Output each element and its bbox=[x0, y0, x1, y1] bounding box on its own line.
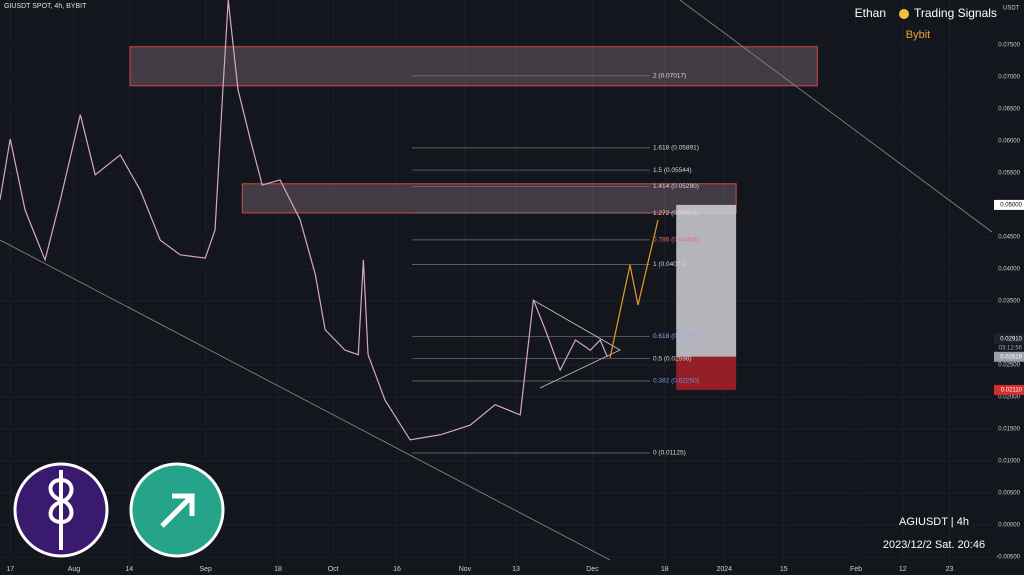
exchange: Bybit bbox=[906, 29, 930, 41]
logo-glyph bbox=[48, 470, 74, 550]
timestamp: 2023/12/2 Sat. 20:46 bbox=[883, 539, 985, 551]
y-tick-label: 0.02500 bbox=[998, 363, 1020, 369]
currency: USDT bbox=[1003, 6, 1020, 12]
y-tick-label: 0.04000 bbox=[998, 267, 1020, 273]
x-tick-label: 18 bbox=[274, 566, 282, 573]
fib-label: 0.618 (0.02946) bbox=[653, 333, 699, 340]
x-tick-label: 15 bbox=[780, 566, 788, 573]
fib-label: 0.5 (0.02598) bbox=[653, 355, 692, 362]
price-tag-label: 0.02628 bbox=[1000, 354, 1022, 360]
price-tag-label: 0.05000 bbox=[1000, 202, 1022, 208]
x-tick-label: Dec bbox=[586, 566, 599, 573]
x-tick-label: 2024 bbox=[716, 566, 732, 573]
fib-label: 1.272 (0.04872) bbox=[653, 210, 699, 217]
fib-label: 1.618 (0.05891) bbox=[653, 145, 699, 152]
stop-zone bbox=[676, 356, 737, 390]
y-tick-label: 0.03500 bbox=[998, 299, 1020, 305]
x-tick-label: Aug bbox=[68, 566, 81, 573]
y-tick-label: 0.04500 bbox=[998, 234, 1020, 240]
x-tick-label: Oct bbox=[328, 566, 339, 573]
plot bbox=[0, 0, 992, 575]
brand-dot bbox=[899, 9, 909, 19]
price-tag-label: 0.02910 bbox=[1000, 336, 1022, 342]
trend-line bbox=[0, 239, 611, 561]
fib-label: 1.5 (0.05544) bbox=[653, 167, 692, 174]
x-tick-label: Sep bbox=[199, 566, 212, 573]
target-zone bbox=[676, 204, 737, 357]
y-tick-label: 0.07500 bbox=[998, 42, 1020, 48]
x-tick-label: 14 bbox=[125, 566, 133, 573]
projection bbox=[609, 219, 659, 359]
zone bbox=[129, 46, 818, 87]
x-tick-label: 13 bbox=[512, 566, 520, 573]
symbol: GIUSDT SPOT, 4h, BYBIT bbox=[4, 3, 87, 10]
watermark: AGIUSDT | 4h bbox=[899, 516, 969, 528]
author: Ethan bbox=[855, 6, 886, 20]
x-tick-label: 17 bbox=[6, 566, 14, 573]
price-line bbox=[0, 0, 608, 441]
y-tick-label: 0.00000 bbox=[998, 523, 1020, 529]
fib-label: 1.414 (0.05290) bbox=[653, 183, 699, 190]
y-tick-label: -0.00500 bbox=[996, 555, 1020, 561]
brand: Trading Signals bbox=[914, 6, 997, 20]
y-tick-label: 0.06500 bbox=[998, 106, 1020, 112]
fib-label: 0.786 (0.04454) bbox=[653, 237, 699, 244]
y-tick-label: 0.01000 bbox=[998, 459, 1020, 465]
countdown: 03:12:56 bbox=[999, 345, 1023, 351]
trend-line bbox=[679, 0, 993, 233]
price-tag-label: 0.02110 bbox=[1001, 388, 1023, 394]
x-tick-label: 12 bbox=[899, 566, 907, 573]
fib-label: 0 (0.01125) bbox=[653, 450, 686, 457]
y-tick-label: 0.01500 bbox=[998, 427, 1020, 433]
zone bbox=[241, 183, 737, 214]
arrow bbox=[160, 493, 195, 528]
x-tick-label: 23 bbox=[946, 566, 954, 573]
price-tag bbox=[994, 351, 1024, 362]
fib-label: 1 (0.04071) bbox=[653, 261, 686, 268]
x-tick-label: Feb bbox=[850, 566, 862, 573]
x-tick-label: Nov bbox=[459, 566, 472, 573]
y-tick-label: 0.07000 bbox=[998, 74, 1020, 80]
y-tick-label: 0.06000 bbox=[998, 138, 1020, 144]
price-axis bbox=[993, 0, 1024, 575]
y-tick-label: 0.05500 bbox=[998, 170, 1020, 176]
x-tick-label: 18 bbox=[661, 566, 669, 573]
fib-label: 0.382 (0.02250) bbox=[653, 378, 699, 385]
price-tag bbox=[994, 199, 1024, 210]
triangle bbox=[532, 299, 621, 389]
x-tick-label: 16 bbox=[393, 566, 401, 573]
price-tag bbox=[994, 333, 1024, 344]
y-tick-label: 0.02000 bbox=[998, 395, 1020, 401]
fib-label: 2 (0.07017) bbox=[653, 72, 686, 79]
y-tick-label: 0.00500 bbox=[998, 491, 1020, 497]
price-tag bbox=[994, 384, 1024, 395]
